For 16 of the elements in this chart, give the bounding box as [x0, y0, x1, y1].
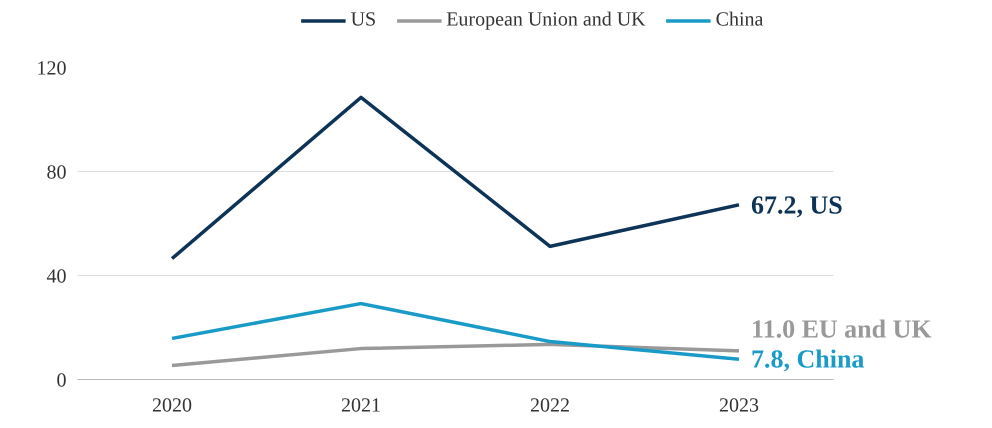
- x-tick-label: 2021: [341, 394, 381, 416]
- annotation: 67.2, US: [751, 190, 843, 220]
- y-tick-label: 40: [46, 266, 66, 288]
- annotation: 7.8, China: [751, 344, 864, 374]
- y-tick-label: 80: [46, 162, 66, 184]
- annotation: 11.0 EU and UK: [751, 314, 932, 344]
- x-tick-label: 2022: [530, 394, 570, 416]
- line-series: [170, 302, 741, 361]
- legend-label: European Union and UK: [446, 8, 646, 32]
- y-tick-label: 120: [36, 58, 66, 80]
- legend-label: US: [350, 8, 376, 32]
- x-tick-label: 2023: [719, 394, 759, 416]
- legend-label: China: [716, 8, 764, 32]
- x-tick-label: 2020: [152, 394, 192, 416]
- y-tick-label: 0: [56, 370, 66, 392]
- line-series: [170, 96, 741, 260]
